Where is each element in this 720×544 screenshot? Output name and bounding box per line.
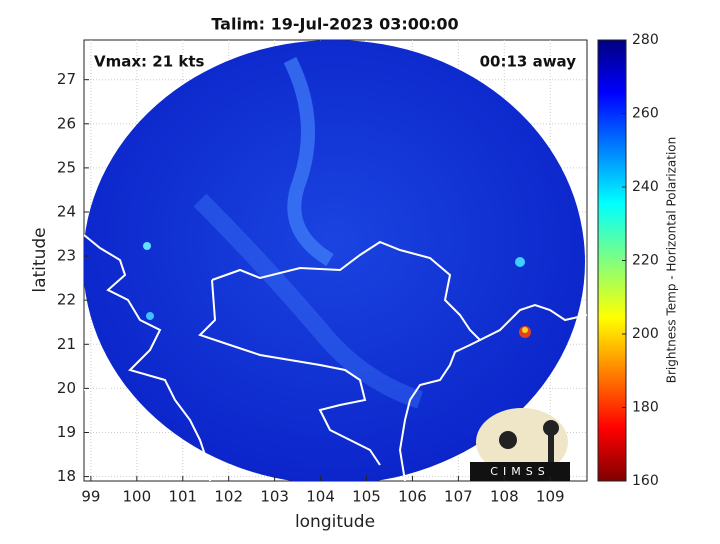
x-tick-label: 101 xyxy=(168,488,197,506)
annotation: Vmax: 21 kts xyxy=(94,53,204,71)
colorbar-tick-label: 280 xyxy=(632,32,659,48)
cloud-cell xyxy=(515,257,525,267)
x-tick-label: 104 xyxy=(306,488,335,506)
cloud-cell xyxy=(143,242,151,250)
y-tick-label: 26 xyxy=(57,114,76,132)
y-tick-label: 20 xyxy=(57,379,76,397)
colorbar-tick-label: 240 xyxy=(632,179,659,195)
x-tick-label: 99 xyxy=(81,488,100,506)
colorbar-label: Brightness Temp - Horizontal Polarizatio… xyxy=(665,137,679,384)
x-tick-label: 106 xyxy=(398,488,427,506)
colorbar-tick-label: 160 xyxy=(632,473,659,489)
annotation: 00:13 away xyxy=(480,53,577,71)
colorbar-tick-label: 200 xyxy=(632,326,659,342)
coastlines xyxy=(84,234,587,481)
colorbar-tick-label: 260 xyxy=(632,106,659,122)
x-tick-label: 109 xyxy=(536,488,565,506)
y-tick-label: 21 xyxy=(57,335,76,353)
cloud-band xyxy=(193,193,423,409)
y-tick-label: 23 xyxy=(57,247,76,265)
y-axis-label: latitude xyxy=(30,227,50,292)
y-tick-label: 25 xyxy=(57,158,76,176)
swath xyxy=(84,40,585,481)
y-tick-label: 24 xyxy=(57,202,76,220)
colorbar xyxy=(597,39,627,482)
cloud-cell xyxy=(146,312,154,320)
imagery xyxy=(84,40,587,481)
x-tick-label: 103 xyxy=(260,488,289,506)
cloud-band xyxy=(283,56,334,267)
y-tick-label: 22 xyxy=(57,291,76,309)
logo: CIMSS xyxy=(470,408,570,481)
colorbar-tick-label: 180 xyxy=(632,400,659,416)
x-tick-label: 102 xyxy=(214,488,243,506)
x-tick-label: 105 xyxy=(352,488,381,506)
chart-title: Talim: 19-Jul-2023 03:00:00 xyxy=(211,15,458,34)
x-axis-label: longitude xyxy=(295,512,375,532)
x-tick-label: 108 xyxy=(490,488,519,506)
logo-text: CIMSS xyxy=(490,465,549,478)
x-tick-label: 100 xyxy=(123,488,152,506)
colorbar-tick-label: 220 xyxy=(632,253,659,269)
y-tick-label: 18 xyxy=(57,467,76,485)
y-tick-label: 27 xyxy=(57,70,76,88)
hot-spot xyxy=(522,327,528,333)
x-tick-label: 107 xyxy=(444,488,473,506)
y-tick-label: 19 xyxy=(57,423,76,441)
